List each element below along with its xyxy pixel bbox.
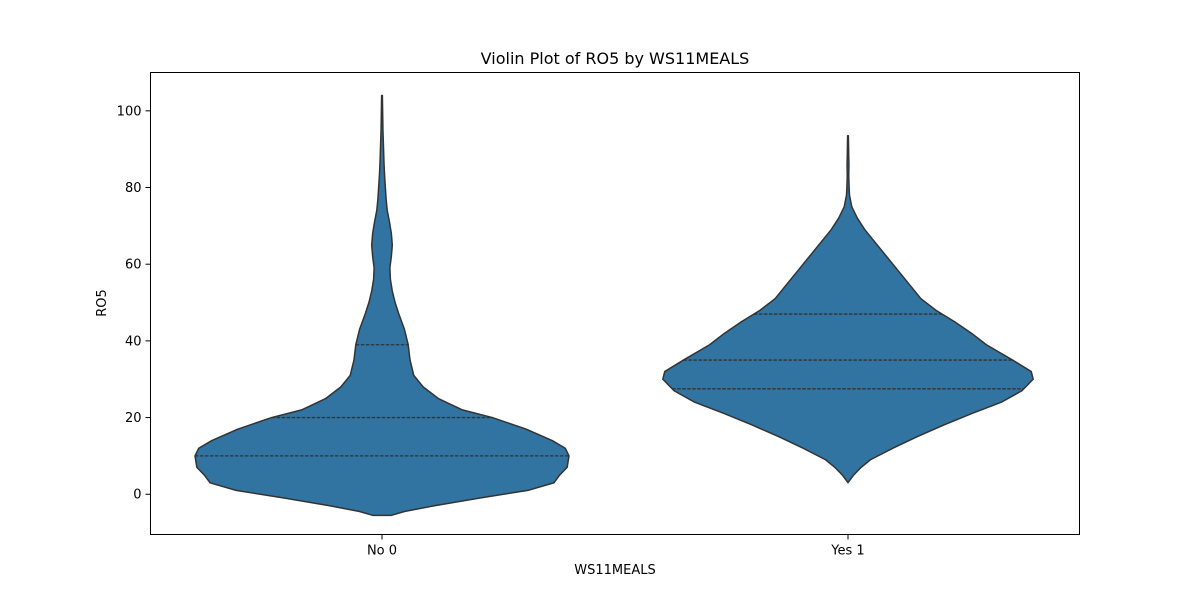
x-axis-label: WS11MEALS [574, 563, 655, 578]
violins-group [194, 94, 1034, 517]
chart-title: Violin Plot of RO5 by WS11MEALS [481, 49, 750, 68]
x-tick-label: No 0 [367, 544, 397, 559]
violin-no-0 [194, 94, 570, 517]
y-axis-label: RO5 [95, 289, 110, 317]
violin-yes-1 [662, 135, 1034, 484]
axes-group: 0 20 40 60 80 100 No 0 Yes 1 [117, 104, 865, 558]
x-tick-label: Yes 1 [830, 544, 864, 559]
plot-frame [150, 72, 1080, 535]
y-tick-label: 60 [125, 258, 142, 273]
y-tick-label: 80 [125, 181, 142, 196]
y-tick-label: 20 [125, 411, 142, 426]
y-tick-label: 40 [125, 334, 142, 349]
y-tick-label: 100 [117, 104, 142, 119]
y-tick-label: 0 [133, 488, 141, 503]
